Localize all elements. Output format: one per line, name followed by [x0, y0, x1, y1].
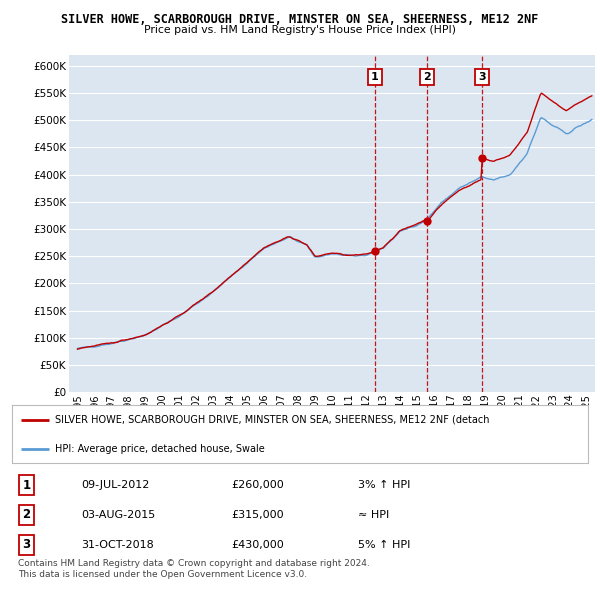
- Text: 1: 1: [22, 479, 31, 492]
- Text: HPI: Average price, detached house, Swale: HPI: Average price, detached house, Swal…: [55, 444, 265, 454]
- Text: SILVER HOWE, SCARBOROUGH DRIVE, MINSTER ON SEA, SHEERNESS, ME12 2NF (detach: SILVER HOWE, SCARBOROUGH DRIVE, MINSTER …: [55, 415, 490, 424]
- Text: 5% ↑ HPI: 5% ↑ HPI: [358, 540, 410, 550]
- Text: Price paid vs. HM Land Registry's House Price Index (HPI): Price paid vs. HM Land Registry's House …: [144, 25, 456, 35]
- Text: SILVER HOWE, SCARBOROUGH DRIVE, MINSTER ON SEA, SHEERNESS, ME12 2NF: SILVER HOWE, SCARBOROUGH DRIVE, MINSTER …: [61, 13, 539, 26]
- Text: 3: 3: [22, 538, 31, 551]
- Text: 03-AUG-2015: 03-AUG-2015: [81, 510, 155, 520]
- Text: £430,000: £430,000: [231, 540, 284, 550]
- Text: 1: 1: [371, 72, 379, 82]
- Text: 31-OCT-2018: 31-OCT-2018: [81, 540, 154, 550]
- Text: £315,000: £315,000: [231, 510, 284, 520]
- Text: ≈ HPI: ≈ HPI: [358, 510, 389, 520]
- Text: 3: 3: [478, 72, 486, 82]
- Text: 2: 2: [22, 509, 31, 522]
- Text: 09-JUL-2012: 09-JUL-2012: [81, 480, 149, 490]
- Text: 3% ↑ HPI: 3% ↑ HPI: [358, 480, 410, 490]
- Text: Contains HM Land Registry data © Crown copyright and database right 2024.
This d: Contains HM Land Registry data © Crown c…: [18, 559, 370, 579]
- Text: 2: 2: [423, 72, 431, 82]
- Text: £260,000: £260,000: [231, 480, 284, 490]
